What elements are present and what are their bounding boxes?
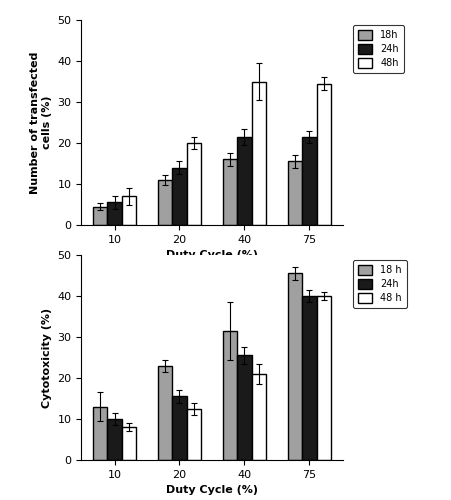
Bar bbox=[252, 82, 266, 225]
Bar bbox=[288, 274, 302, 460]
Bar bbox=[158, 366, 172, 460]
Bar bbox=[158, 180, 172, 225]
Legend: 18 h, 24h, 48 h: 18 h, 24h, 48 h bbox=[353, 260, 406, 308]
Bar bbox=[107, 202, 122, 225]
Bar bbox=[237, 356, 252, 460]
Bar bbox=[317, 296, 331, 460]
Bar bbox=[187, 143, 201, 225]
Bar bbox=[237, 137, 252, 225]
Legend: 18h, 24h, 48h: 18h, 24h, 48h bbox=[353, 25, 404, 73]
Bar bbox=[302, 296, 317, 460]
Bar bbox=[172, 396, 187, 460]
Bar bbox=[288, 162, 302, 225]
Y-axis label: Number of transfected
cells (%): Number of transfected cells (%) bbox=[30, 52, 52, 194]
Bar bbox=[93, 206, 107, 225]
Bar bbox=[107, 419, 122, 460]
Bar bbox=[172, 168, 187, 225]
Bar bbox=[223, 160, 237, 225]
X-axis label: Duty Cycle (%): Duty Cycle (%) bbox=[166, 486, 258, 496]
X-axis label: Duty Cycle (%): Duty Cycle (%) bbox=[166, 250, 258, 260]
Bar bbox=[187, 409, 201, 460]
Bar bbox=[93, 406, 107, 460]
Y-axis label: Cytotoxicity (%): Cytotoxicity (%) bbox=[42, 308, 52, 408]
Bar bbox=[122, 196, 136, 225]
Bar bbox=[317, 84, 331, 225]
Bar bbox=[122, 427, 136, 460]
Bar bbox=[252, 374, 266, 460]
Bar bbox=[302, 137, 317, 225]
Bar bbox=[223, 331, 237, 460]
